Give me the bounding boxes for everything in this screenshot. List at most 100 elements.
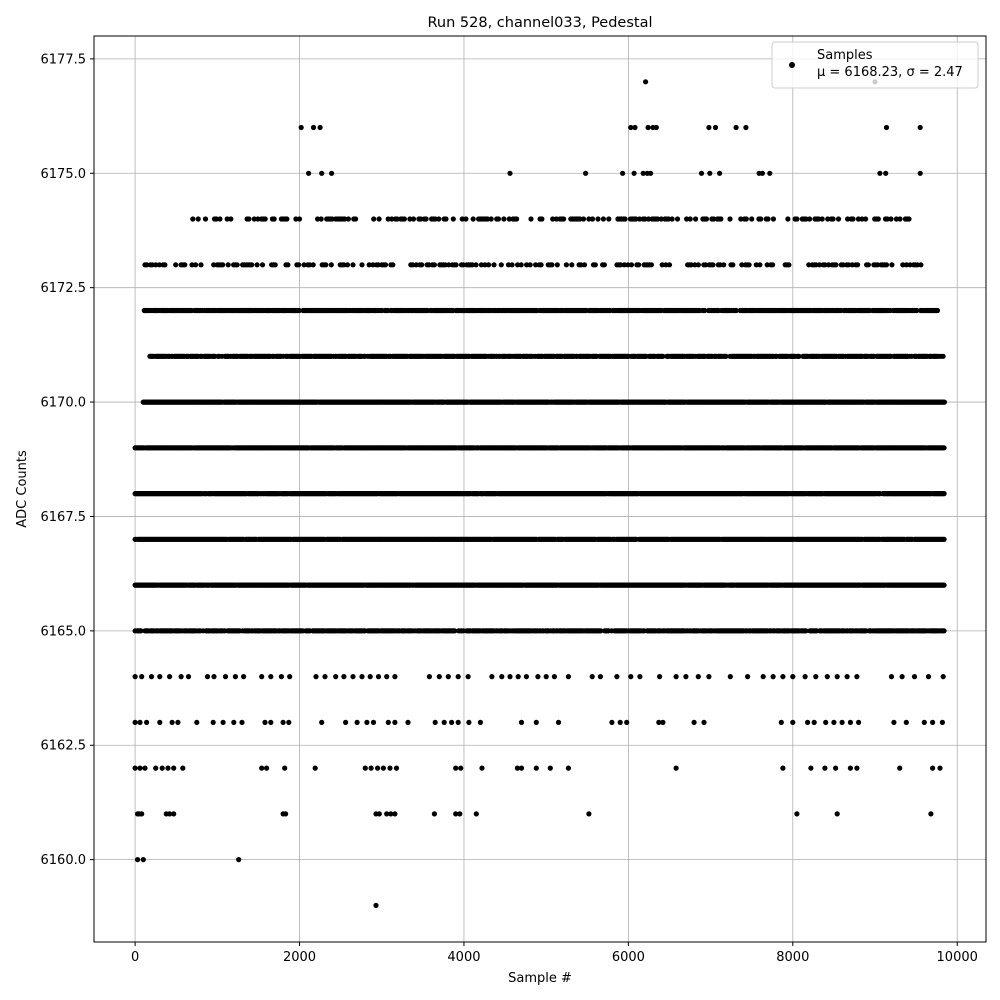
data-point — [343, 719, 349, 726]
data-point — [479, 765, 485, 771]
data-point — [137, 719, 143, 726]
data-point — [375, 674, 382, 680]
data-point — [354, 719, 360, 726]
data-point — [780, 674, 786, 680]
data-point — [628, 674, 634, 680]
data-point — [657, 674, 663, 680]
data-point — [211, 674, 217, 680]
data-point — [822, 765, 828, 771]
data-point — [586, 811, 592, 817]
data-point — [847, 719, 854, 726]
data-point — [139, 674, 145, 680]
data-point — [175, 719, 181, 726]
data-point — [445, 674, 451, 680]
data-point — [241, 674, 247, 680]
data-point — [453, 811, 459, 817]
data-point — [770, 674, 776, 680]
data-point — [854, 765, 860, 771]
data-point — [891, 719, 897, 726]
data-point — [319, 170, 325, 176]
data-point — [930, 765, 936, 771]
data-point — [362, 765, 368, 771]
data-point — [808, 765, 814, 771]
data-point — [917, 124, 923, 131]
data-point — [847, 765, 854, 771]
data-point — [767, 170, 773, 176]
data-point — [167, 811, 173, 817]
data-point — [375, 765, 381, 771]
data-point — [727, 674, 733, 680]
data-point — [376, 811, 382, 817]
data-point — [547, 765, 553, 771]
data-point — [760, 674, 766, 680]
data-point — [388, 811, 394, 817]
data-point — [236, 857, 242, 863]
data-point — [287, 674, 293, 680]
data-point — [631, 170, 637, 176]
data-point — [813, 674, 819, 680]
data-point — [180, 765, 186, 771]
data-point — [457, 811, 463, 817]
data-point — [259, 674, 265, 680]
data-point — [565, 674, 572, 680]
data-point — [653, 124, 659, 131]
data-point — [543, 674, 549, 680]
data-point — [717, 170, 723, 176]
data-point — [941, 399, 948, 405]
data-point — [171, 765, 177, 771]
data-point — [322, 674, 328, 680]
data-point — [455, 719, 461, 726]
data-point — [660, 719, 666, 726]
data-point — [533, 719, 539, 726]
data-point — [683, 674, 689, 680]
data-point — [319, 719, 325, 726]
data-point — [167, 674, 173, 680]
data-point — [583, 170, 589, 176]
data-point — [282, 765, 288, 771]
data-point — [833, 765, 839, 771]
data-point — [232, 674, 238, 680]
data-point — [341, 674, 347, 680]
data-point — [178, 674, 184, 680]
data-point — [268, 674, 274, 680]
data-point — [917, 170, 923, 176]
data-point — [392, 811, 398, 817]
data-point — [159, 765, 165, 771]
data-point — [283, 811, 289, 817]
data-point — [431, 811, 437, 817]
data-point — [157, 674, 163, 680]
data-point — [883, 170, 889, 176]
data-point — [466, 719, 472, 726]
data-point — [514, 765, 521, 771]
data-point — [790, 674, 796, 680]
data-point — [656, 719, 662, 726]
data-point — [392, 719, 398, 726]
data-point — [268, 719, 274, 726]
data-point — [140, 857, 146, 863]
data-point — [518, 765, 525, 771]
data-point — [823, 719, 829, 726]
data-point — [941, 628, 947, 634]
data-point — [589, 674, 595, 680]
data-point — [535, 674, 541, 680]
data-point — [137, 765, 143, 771]
data-point — [903, 719, 909, 726]
data-point — [449, 719, 455, 726]
data-point — [780, 765, 786, 771]
data-point — [883, 124, 890, 131]
data-point — [359, 674, 365, 680]
data-point — [148, 674, 155, 680]
data-point — [185, 674, 192, 680]
data-point — [911, 674, 918, 680]
data-point — [733, 124, 739, 131]
data-point — [712, 124, 719, 131]
data-point — [453, 765, 459, 771]
data-point — [941, 445, 947, 451]
data-point — [473, 811, 479, 817]
data-point — [941, 582, 947, 588]
data-point — [458, 765, 464, 771]
data-point — [278, 674, 284, 680]
data-point — [387, 765, 393, 771]
data-point — [698, 170, 705, 176]
